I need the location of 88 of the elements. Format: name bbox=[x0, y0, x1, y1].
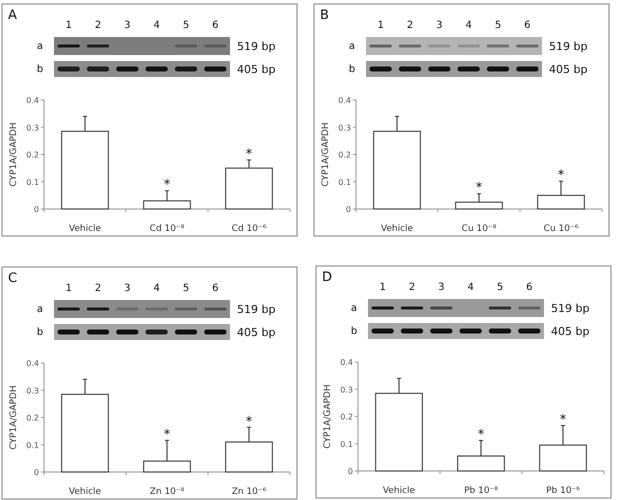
y-tick-label: 0.1 bbox=[26, 178, 39, 187]
x-tick-label: Pb 10⁻⁶ bbox=[546, 486, 580, 496]
y-tick-label: 0.3 bbox=[340, 385, 353, 394]
text: 405 bp bbox=[237, 326, 276, 339]
text: 1 bbox=[65, 283, 72, 294]
chart-title: A bbox=[8, 8, 17, 23]
text: 6 bbox=[526, 282, 533, 293]
text: 2 bbox=[408, 282, 416, 293]
y-tick-label: 0.1 bbox=[26, 440, 39, 450]
text: 519 bp bbox=[549, 40, 588, 53]
y-axis-title: CYP1A/GAPDH bbox=[9, 122, 19, 187]
y-tick-label: 0.2 bbox=[26, 414, 39, 422]
text: 4 bbox=[153, 20, 160, 31]
text: 519 bp bbox=[237, 40, 276, 53]
text: 2 bbox=[94, 283, 102, 294]
x-tick-label: Cu 10⁻⁶ bbox=[544, 224, 579, 234]
y-tick-label: 0.4 bbox=[26, 359, 39, 368]
text: 2 bbox=[406, 20, 414, 31]
y-tick-label: 0 bbox=[34, 205, 39, 214]
text: a bbox=[36, 41, 44, 52]
text: b bbox=[350, 326, 358, 337]
text: 5 bbox=[182, 283, 190, 294]
x-tick-label: Zn 10⁻⁶ bbox=[232, 487, 267, 497]
x-tick-label: Pb 10⁻⁸ bbox=[464, 486, 498, 496]
text: 5 bbox=[494, 20, 502, 31]
text: 4 bbox=[153, 283, 160, 294]
text: 6 bbox=[212, 20, 219, 31]
text: b bbox=[36, 64, 44, 75]
x-tick-label: Cd 10⁻⁸ bbox=[150, 224, 185, 234]
text: 3 bbox=[438, 282, 445, 293]
text: a bbox=[350, 303, 358, 314]
text: 1 bbox=[379, 282, 386, 293]
text: a bbox=[348, 41, 356, 52]
text: b bbox=[348, 64, 356, 75]
chart-title: B bbox=[320, 8, 329, 23]
text: 6 bbox=[524, 20, 531, 31]
y-tick-label: 0.2 bbox=[340, 412, 353, 422]
annotation: * bbox=[164, 178, 171, 193]
annotation: * bbox=[246, 414, 253, 430]
text: 4 bbox=[465, 20, 472, 31]
y-tick-label: 0.4 bbox=[338, 96, 351, 105]
text: 3 bbox=[436, 20, 443, 31]
y-axis-title: CYP1A/GAPDH bbox=[323, 384, 333, 449]
y-tick-label: 0.2 bbox=[26, 150, 39, 160]
y-tick-label: 0.3 bbox=[338, 123, 351, 132]
text: 519 bp bbox=[237, 303, 276, 316]
x-tick-label: Cu 10⁻⁸ bbox=[462, 224, 497, 234]
y-tick-label: 0.1 bbox=[340, 440, 353, 449]
text: 405 bp bbox=[237, 63, 276, 76]
annotation: * bbox=[478, 427, 485, 442]
text: 5 bbox=[496, 282, 504, 293]
chart-title: C bbox=[8, 271, 18, 286]
annotation: * bbox=[246, 146, 253, 162]
x-tick-label: Zn 10⁻⁸ bbox=[150, 487, 185, 497]
text: 1 bbox=[65, 20, 72, 31]
y-tick-label: 0 bbox=[348, 467, 353, 476]
text: b bbox=[36, 327, 44, 338]
annotation: * bbox=[164, 427, 171, 442]
annotation: * bbox=[558, 168, 565, 184]
text: 3 bbox=[124, 283, 131, 294]
y-tick-label: 0.4 bbox=[26, 96, 39, 105]
x-tick-label: Vehicle bbox=[382, 486, 416, 496]
y-tick-label: 0.4 bbox=[340, 358, 353, 367]
x-tick-label: Vehicle bbox=[68, 224, 102, 234]
text: 3 bbox=[124, 20, 131, 31]
x-tick-label: Cd 10⁻⁶ bbox=[232, 224, 267, 234]
chart-title: D bbox=[322, 270, 332, 285]
text: 519 bp bbox=[551, 302, 590, 315]
y-axis-title: CYP1A/GAPDH bbox=[321, 122, 331, 187]
y-tick-label: 0.3 bbox=[26, 123, 39, 132]
text: 2 bbox=[94, 20, 102, 31]
text: 405 bp bbox=[549, 63, 588, 76]
y-tick-label: 0.1 bbox=[338, 178, 351, 187]
text: 4 bbox=[467, 282, 474, 293]
annotation: * bbox=[476, 180, 483, 196]
x-tick-label: Vehicle bbox=[380, 224, 414, 234]
y-axis-title: CYP1A/GAPDH bbox=[9, 385, 19, 450]
y-tick-label: 0 bbox=[346, 205, 351, 214]
text: 6 bbox=[212, 283, 219, 294]
x-tick-label: Vehicle bbox=[68, 487, 102, 497]
text: 1 bbox=[377, 20, 384, 31]
annotation: * bbox=[560, 412, 567, 428]
text: 405 bp bbox=[551, 325, 590, 338]
text: 5 bbox=[182, 20, 190, 31]
y-tick-label: 0 bbox=[34, 468, 39, 477]
y-tick-label: 0.2 bbox=[338, 150, 351, 160]
text: a bbox=[36, 304, 44, 315]
y-tick-label: 0.3 bbox=[26, 386, 39, 396]
